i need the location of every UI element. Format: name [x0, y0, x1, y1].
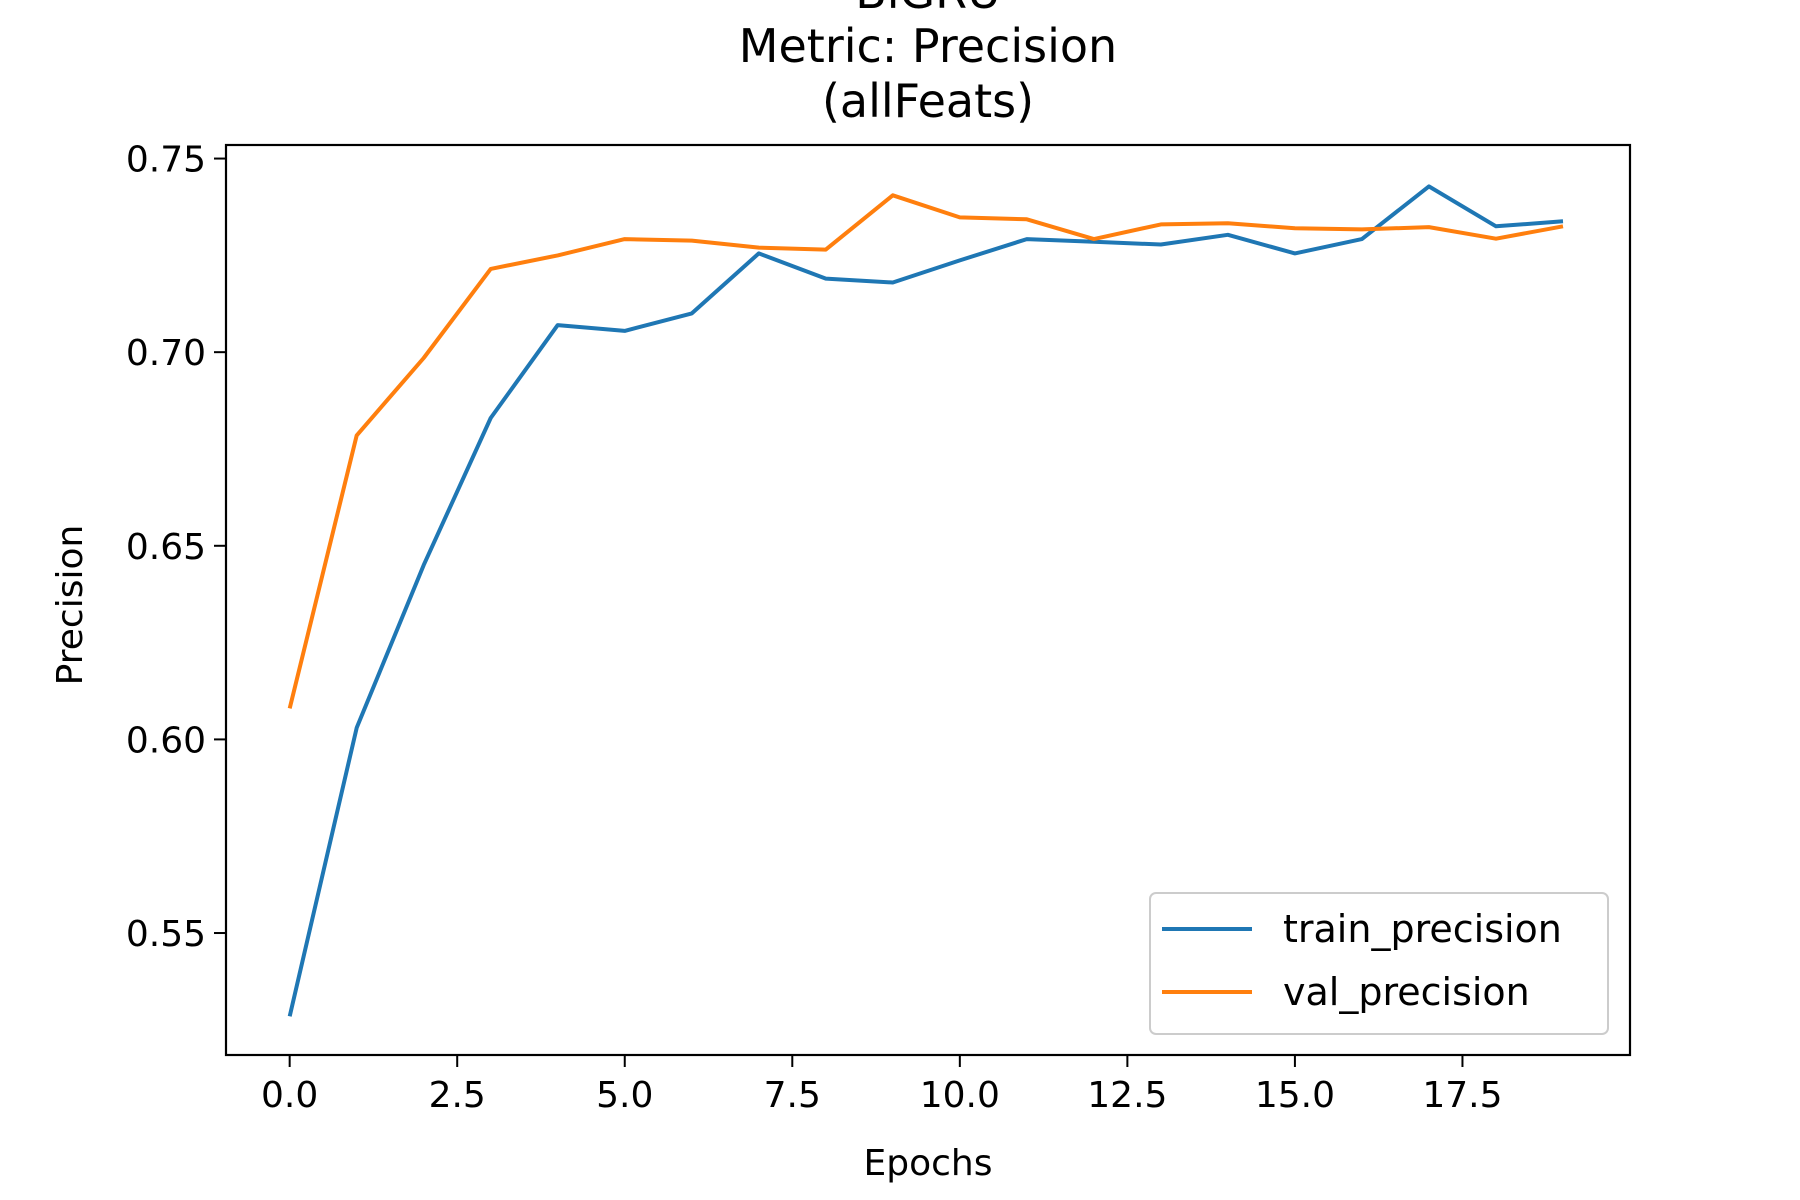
legend-label-val: val_precision	[1283, 970, 1530, 1014]
legend-box	[1149, 892, 1609, 1035]
x-tick-label: 5.0	[596, 1075, 653, 1116]
x-tick-label: 17.5	[1422, 1075, 1502, 1116]
x-tick-label: 7.5	[764, 1075, 821, 1116]
title-line-3: (allFeats)	[822, 74, 1034, 128]
chart-title: BiGRU Metric: Precision (allFeats)	[739, 0, 1117, 128]
x-tick-label: 15.0	[1255, 1075, 1335, 1116]
plot-area	[287, 184, 1564, 1017]
y-axis-label: Precision	[50, 525, 91, 686]
y-axis: 0.55 0.60 0.65 0.70 0.75	[126, 140, 226, 955]
title-line-2: Metric: Precision	[739, 19, 1117, 73]
y-tick-label: 0.55	[126, 914, 206, 955]
y-tick-label: 0.75	[126, 140, 206, 181]
x-axis-label: Epochs	[864, 1143, 993, 1184]
x-tick-label: 12.5	[1087, 1075, 1167, 1116]
x-tick-label: 10.0	[920, 1075, 1000, 1116]
series-line-train_precision	[287, 184, 1564, 1017]
legend-label-train: train_precision	[1283, 907, 1562, 951]
y-tick-label: 0.70	[126, 333, 206, 374]
x-tick-label: 2.5	[429, 1075, 486, 1116]
legend: train_precision val_precision	[1149, 892, 1609, 1035]
y-tick-label: 0.60	[126, 720, 206, 761]
x-axis: 0.0 2.5 5.0 7.5 10.0 12.5 15.0 17.5	[261, 1055, 1503, 1116]
x-tick-label: 0.0	[261, 1075, 318, 1116]
y-tick-label: 0.65	[126, 527, 206, 568]
plot-frame	[224, 143, 1632, 1057]
title-line-1: BiGRU	[855, 0, 1001, 19]
series-line-val_precision	[287, 193, 1564, 709]
